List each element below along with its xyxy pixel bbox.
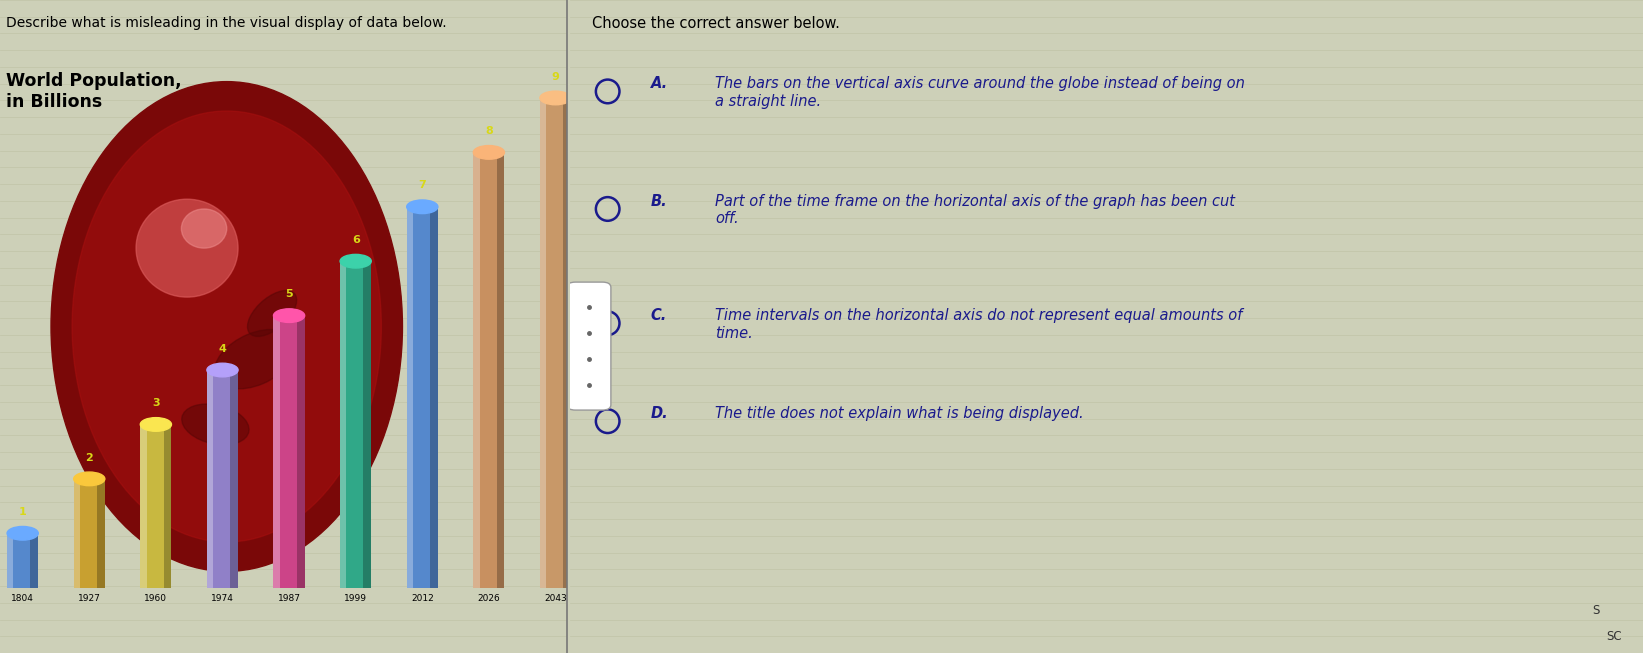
Bar xyxy=(97,479,105,588)
Ellipse shape xyxy=(72,111,381,542)
Bar xyxy=(363,261,371,588)
Text: 1804: 1804 xyxy=(12,594,35,603)
Ellipse shape xyxy=(340,255,371,268)
Text: World Population,
in Billions: World Population, in Billions xyxy=(5,72,181,110)
Ellipse shape xyxy=(140,418,171,431)
Bar xyxy=(430,207,439,588)
Text: D.: D. xyxy=(651,406,669,421)
Text: S: S xyxy=(1592,604,1600,617)
Text: SC: SC xyxy=(1605,630,1622,643)
Bar xyxy=(164,424,171,588)
Text: 3: 3 xyxy=(153,398,159,408)
Text: Time intervals on the horizontal axis do not represent equal amounts of
time.: Time intervals on the horizontal axis do… xyxy=(715,308,1242,341)
Ellipse shape xyxy=(207,363,238,377)
Bar xyxy=(473,152,504,588)
Text: 8: 8 xyxy=(485,126,493,136)
Text: 7: 7 xyxy=(419,180,426,191)
Bar xyxy=(564,98,572,588)
Text: The bars on the vertical axis curve around the globe instead of being on
a strai: The bars on the vertical axis curve arou… xyxy=(715,76,1245,109)
Text: 5: 5 xyxy=(286,289,292,299)
Bar xyxy=(273,315,279,588)
Text: 6: 6 xyxy=(352,235,360,245)
Bar xyxy=(340,261,347,588)
Ellipse shape xyxy=(473,146,504,159)
Bar xyxy=(273,315,304,588)
Bar xyxy=(473,152,480,588)
Text: 1999: 1999 xyxy=(343,594,366,603)
Bar xyxy=(140,424,171,588)
Ellipse shape xyxy=(273,309,304,323)
Bar xyxy=(541,98,572,588)
Ellipse shape xyxy=(248,291,297,336)
Bar xyxy=(140,424,146,588)
Ellipse shape xyxy=(182,404,250,445)
Ellipse shape xyxy=(7,526,38,540)
Ellipse shape xyxy=(541,91,572,104)
Bar xyxy=(207,370,238,588)
Text: C.: C. xyxy=(651,308,667,323)
Text: The title does not explain what is being displayed.: The title does not explain what is being… xyxy=(715,406,1084,421)
Text: 2: 2 xyxy=(85,453,94,462)
Ellipse shape xyxy=(407,200,439,214)
Text: 2026: 2026 xyxy=(478,594,499,603)
Ellipse shape xyxy=(214,329,296,389)
Text: 1974: 1974 xyxy=(210,594,233,603)
Text: 2043: 2043 xyxy=(544,594,567,603)
Bar xyxy=(407,207,412,588)
Text: A.: A. xyxy=(651,76,667,91)
Bar xyxy=(541,98,545,588)
Ellipse shape xyxy=(136,199,238,297)
Text: Part of the time frame on the horizontal axis of the graph has been cut
off.: Part of the time frame on the horizontal… xyxy=(715,194,1236,227)
Bar xyxy=(74,479,81,588)
Bar xyxy=(74,479,105,588)
Bar xyxy=(407,207,439,588)
Ellipse shape xyxy=(74,472,105,486)
FancyBboxPatch shape xyxy=(567,282,611,410)
Text: Describe what is misleading in the visual display of data below.: Describe what is misleading in the visua… xyxy=(5,16,447,30)
Bar xyxy=(297,315,304,588)
Bar xyxy=(230,370,238,588)
Bar xyxy=(7,534,13,588)
Ellipse shape xyxy=(181,209,227,248)
Bar xyxy=(31,534,38,588)
Bar xyxy=(7,534,38,588)
Bar xyxy=(340,261,371,588)
Bar xyxy=(207,370,214,588)
Text: 4: 4 xyxy=(219,343,227,354)
Text: 1987: 1987 xyxy=(278,594,301,603)
Text: 1: 1 xyxy=(18,507,26,517)
Text: 2012: 2012 xyxy=(411,594,434,603)
Text: 9: 9 xyxy=(552,72,559,82)
Text: Choose the correct answer below.: Choose the correct answer below. xyxy=(591,16,840,31)
Ellipse shape xyxy=(51,82,403,571)
Text: 1927: 1927 xyxy=(77,594,100,603)
Bar xyxy=(496,152,504,588)
Text: B.: B. xyxy=(651,194,667,209)
Text: 1960: 1960 xyxy=(145,594,168,603)
